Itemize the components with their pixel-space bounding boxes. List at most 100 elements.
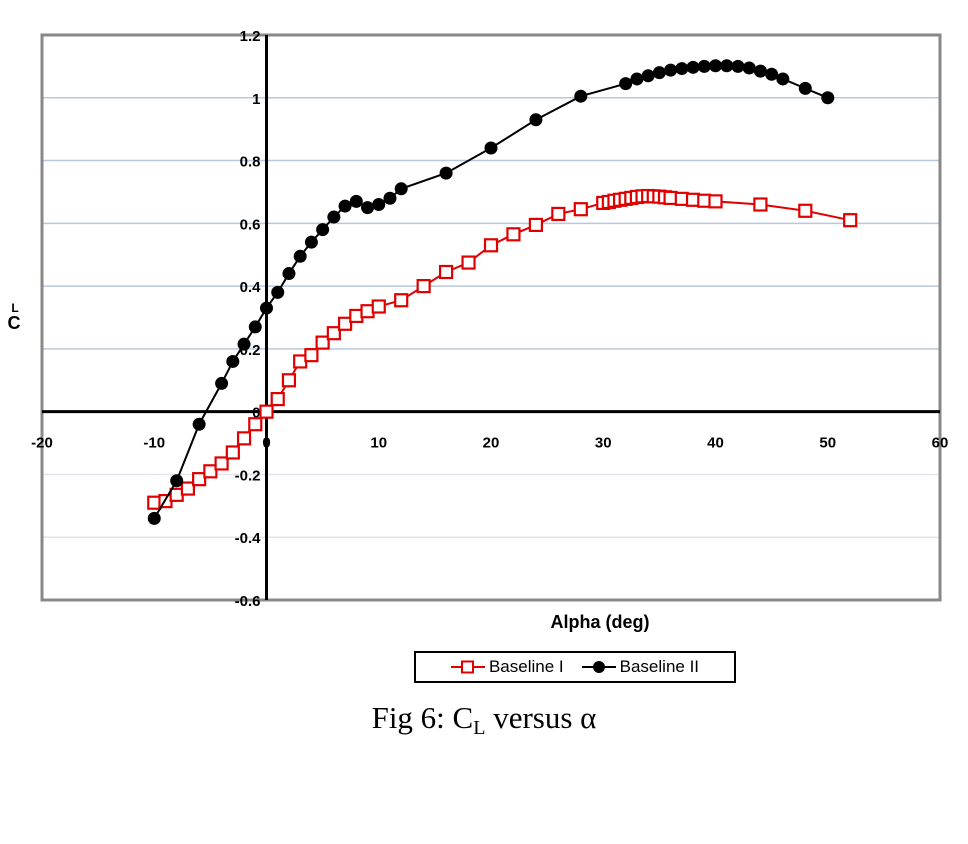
data-point: [753, 64, 767, 78]
data-point: [237, 337, 251, 351]
data-point: [619, 77, 633, 91]
data-point: [765, 67, 779, 81]
gridlines: [42, 97, 940, 538]
data-point: [529, 113, 543, 127]
y-axis-title: C L: [8, 301, 21, 333]
legend-item-baseline-2: Baseline II: [581, 657, 700, 677]
data-point: [293, 249, 307, 263]
data-point: [798, 81, 812, 95]
black-circle-marker-icon: [581, 661, 616, 673]
data-point: [349, 194, 363, 208]
legend-item-baseline-1: Baseline I: [450, 657, 564, 677]
data-point: [315, 335, 330, 350]
x-tick-label: -10: [143, 435, 165, 452]
data-point: [664, 63, 678, 77]
data-point: [304, 348, 319, 363]
data-point: [439, 264, 454, 280]
y-tick-label: 1: [252, 91, 260, 108]
data-point: [248, 417, 263, 432]
data-point: [573, 202, 588, 217]
data-point: [798, 203, 813, 218]
data-point: [753, 197, 768, 212]
data-series: [147, 59, 858, 525]
x-tick-label: 0: [262, 435, 270, 452]
data-point: [281, 373, 297, 388]
data-point: [439, 166, 453, 180]
y-tick-label: 0.4: [240, 279, 262, 296]
data-point: [147, 511, 161, 525]
data-point: [270, 392, 285, 407]
series-1: [147, 188, 858, 510]
cl-vs-alpha-chart: -0.6-0.4-0.200.20.40.60.811.2-20 -10 0 10 20…: [8, 28, 949, 632]
zero-axes: [42, 35, 940, 600]
data-point: [180, 481, 196, 496]
data-point: [731, 59, 745, 73]
data-point: [506, 227, 521, 242]
data-point: [394, 293, 409, 308]
data-point: [236, 431, 252, 446]
data-point: [337, 316, 353, 331]
tick-labels: -0.6-0.4-0.200.20.40.60.811.2-20 -10 0 10 20…: [31, 28, 948, 610]
data-point: [394, 182, 408, 196]
x-tick-label: 20: [483, 435, 500, 452]
svg-text:L: L: [11, 301, 18, 315]
data-point: [461, 255, 476, 270]
y-tick-label: -0.2: [235, 467, 261, 484]
series-2: [147, 59, 835, 525]
data-point: [372, 198, 386, 211]
y-tick-label: 0: [252, 405, 260, 422]
data-point: [551, 206, 566, 222]
data-point: [361, 201, 375, 215]
x-tick-label: 10: [370, 435, 387, 452]
data-point: [326, 326, 341, 341]
y-tick-label: 1.2: [240, 28, 261, 45]
data-point: [720, 59, 734, 73]
data-point: [630, 72, 644, 86]
plot-area-border: [40, 33, 942, 602]
data-point: [483, 238, 499, 253]
y-tick-label: 0.6: [240, 216, 261, 233]
data-point: [271, 285, 285, 299]
data-point: [652, 66, 666, 80]
data-point: [484, 141, 498, 155]
x-tick-label: 50: [819, 435, 836, 452]
data-point: [304, 235, 318, 249]
y-tick-label: -0.6: [235, 593, 261, 610]
data-point: [383, 191, 397, 205]
y-tick-label: -0.4: [235, 530, 262, 547]
data-point: [708, 194, 723, 209]
legend-label: Baseline II: [619, 657, 700, 676]
data-point: [776, 72, 790, 86]
data-point: [528, 217, 544, 233]
data-point: [225, 445, 240, 460]
data-point: [214, 456, 229, 471]
data-point: [226, 354, 240, 368]
legend: Baseline I Baseline II: [414, 651, 736, 683]
data-point: [327, 210, 341, 224]
data-point: [282, 267, 296, 281]
svg-text:C: C: [8, 313, 21, 333]
data-point: [316, 223, 330, 237]
data-point: [697, 59, 711, 73]
data-point: [260, 301, 273, 315]
data-point: [641, 69, 655, 83]
data-point: [248, 320, 262, 334]
data-point: [821, 91, 835, 105]
data-point: [215, 376, 229, 390]
data-point: [742, 61, 756, 75]
x-axis-title: Alpha (deg): [551, 612, 650, 632]
data-point: [574, 89, 588, 103]
data-point: [416, 279, 431, 294]
data-point: [675, 62, 689, 76]
x-tick-label: -20: [31, 435, 53, 452]
figure-caption: Fig 6: CL versus α: [371, 700, 597, 739]
data-point: [259, 404, 274, 419]
data-point: [338, 199, 352, 213]
data-point: [709, 59, 722, 73]
data-point: [192, 417, 206, 431]
data-point: [203, 464, 218, 479]
legend-label: Baseline I: [488, 657, 564, 676]
x-tick-label: 40: [707, 435, 724, 452]
data-point: [170, 474, 184, 488]
data-point: [371, 299, 386, 314]
